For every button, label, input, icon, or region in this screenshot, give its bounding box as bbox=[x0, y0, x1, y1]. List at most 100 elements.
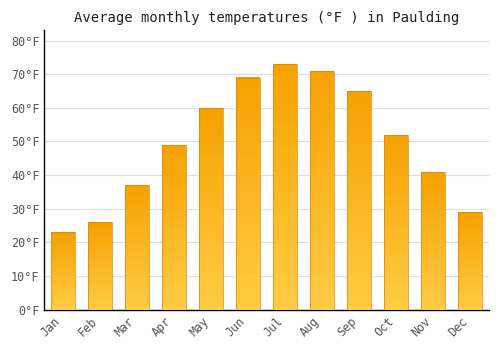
Bar bbox=[162, 219, 186, 221]
Bar bbox=[310, 152, 334, 154]
Bar bbox=[162, 155, 186, 157]
Bar bbox=[273, 159, 297, 162]
Bar bbox=[236, 173, 260, 176]
Bar bbox=[458, 284, 482, 285]
Bar bbox=[88, 272, 112, 274]
Bar bbox=[125, 300, 149, 302]
Bar bbox=[458, 278, 482, 279]
Bar bbox=[422, 215, 446, 217]
Bar bbox=[51, 251, 75, 252]
Bar bbox=[162, 225, 186, 227]
Bar bbox=[422, 291, 446, 293]
Bar bbox=[199, 219, 223, 222]
Bar bbox=[273, 291, 297, 294]
Bar bbox=[125, 232, 149, 233]
Bar bbox=[273, 101, 297, 104]
Bar bbox=[88, 233, 112, 234]
Bar bbox=[347, 135, 372, 138]
Bar bbox=[51, 295, 75, 296]
Bar bbox=[51, 262, 75, 263]
Bar bbox=[162, 256, 186, 258]
Bar bbox=[236, 144, 260, 147]
Bar bbox=[51, 232, 75, 233]
Bar bbox=[273, 227, 297, 230]
Bar bbox=[199, 156, 223, 158]
Bar bbox=[162, 153, 186, 155]
Bar bbox=[236, 89, 260, 92]
Bar bbox=[236, 191, 260, 194]
Bar bbox=[273, 242, 297, 245]
Bar bbox=[51, 269, 75, 270]
Bar bbox=[310, 148, 334, 152]
Bar bbox=[88, 278, 112, 279]
Bar bbox=[422, 253, 446, 254]
Bar bbox=[162, 204, 186, 206]
Bar bbox=[347, 280, 372, 282]
Bar bbox=[88, 236, 112, 238]
Bar bbox=[384, 279, 408, 281]
Bar bbox=[51, 300, 75, 301]
Bar bbox=[125, 308, 149, 310]
Bar bbox=[236, 208, 260, 211]
Bar bbox=[199, 194, 223, 196]
Bar bbox=[458, 235, 482, 237]
Bar bbox=[422, 282, 446, 284]
Bar bbox=[88, 258, 112, 259]
Bar bbox=[273, 150, 297, 153]
Bar bbox=[236, 77, 260, 80]
Bar bbox=[51, 264, 75, 265]
Bar bbox=[51, 288, 75, 289]
Bar bbox=[199, 178, 223, 181]
Bar bbox=[347, 124, 372, 127]
Bar bbox=[199, 173, 223, 176]
Bar bbox=[199, 302, 223, 304]
Bar bbox=[458, 291, 482, 293]
Bar bbox=[236, 141, 260, 144]
Bar bbox=[310, 139, 334, 142]
Bar bbox=[422, 263, 446, 265]
Bar bbox=[310, 71, 334, 74]
Bar bbox=[51, 253, 75, 254]
Bar bbox=[125, 218, 149, 219]
Bar bbox=[125, 249, 149, 251]
Bar bbox=[199, 206, 223, 209]
Bar bbox=[125, 216, 149, 218]
Bar bbox=[51, 273, 75, 274]
Bar bbox=[347, 151, 372, 154]
Bar bbox=[162, 297, 186, 299]
Bar bbox=[347, 296, 372, 299]
Bar bbox=[88, 293, 112, 294]
Bar bbox=[347, 250, 372, 252]
Bar bbox=[458, 294, 482, 295]
Bar bbox=[88, 279, 112, 280]
Bar bbox=[51, 235, 75, 236]
Bar bbox=[384, 222, 408, 224]
Bar bbox=[162, 163, 186, 166]
Bar bbox=[162, 241, 186, 244]
Bar bbox=[310, 238, 334, 241]
Bar bbox=[162, 178, 186, 180]
Bar bbox=[125, 305, 149, 307]
Bar bbox=[199, 125, 223, 128]
Bar bbox=[458, 283, 482, 284]
Bar bbox=[458, 224, 482, 225]
Bar bbox=[310, 220, 334, 223]
Bar bbox=[199, 123, 223, 126]
Bar bbox=[88, 286, 112, 287]
Bar bbox=[236, 95, 260, 98]
Bar bbox=[458, 272, 482, 273]
Bar bbox=[347, 143, 372, 146]
Bar bbox=[384, 226, 408, 229]
Bar bbox=[458, 290, 482, 292]
Bar bbox=[51, 306, 75, 307]
Bar bbox=[199, 183, 223, 186]
Bar bbox=[384, 220, 408, 222]
Bar bbox=[88, 289, 112, 290]
Bar bbox=[51, 266, 75, 267]
Bar bbox=[458, 266, 482, 267]
Bar bbox=[384, 148, 408, 150]
Bar bbox=[273, 273, 297, 276]
Bar bbox=[51, 240, 75, 241]
Bar bbox=[125, 288, 149, 289]
Bar bbox=[347, 195, 372, 198]
